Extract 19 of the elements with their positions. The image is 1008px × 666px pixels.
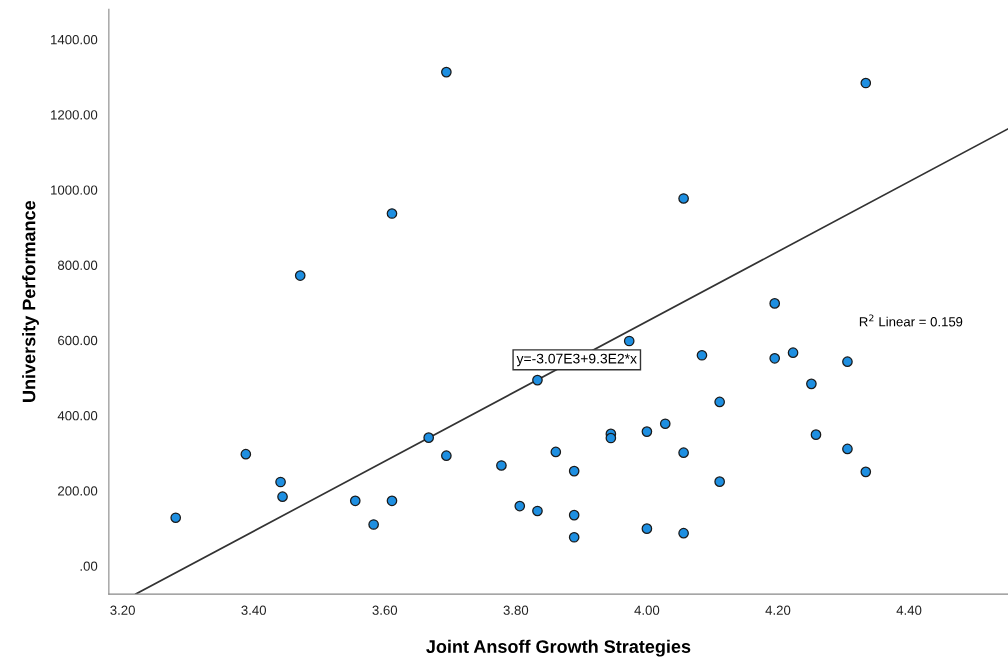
y-tick-label: 1000.00 bbox=[51, 185, 98, 195]
x-axis-title: Joint Ansoff Growth Strategies bbox=[426, 639, 691, 657]
x-tick-label: 4.40 bbox=[896, 605, 922, 615]
x-tick-label: 3.60 bbox=[372, 605, 398, 615]
x-tick-label: 4.00 bbox=[634, 605, 660, 615]
x-tick-label: 3.40 bbox=[241, 605, 267, 615]
y-tick-label: 200.00 bbox=[58, 486, 98, 496]
y-tick-label: 600.00 bbox=[58, 335, 98, 346]
x-tick-label: 3.20 bbox=[110, 605, 135, 615]
annotation: R$^{2}$ Linear = 0.159 bbox=[859, 314, 963, 327]
y-tick-label: 800.00 bbox=[57, 260, 98, 270]
y-tick-label: 1200.00 bbox=[51, 110, 98, 120]
y-axis-title: University Performance bbox=[22, 200, 39, 402]
x-tick-label: 4.20 bbox=[765, 605, 791, 615]
y-tick-label: 1400.00 bbox=[51, 34, 98, 45]
y-tick-label: .00 bbox=[80, 561, 98, 571]
y-tick-label: 400.00 bbox=[57, 411, 98, 421]
x-tick-label: 3.80 bbox=[503, 605, 529, 615]
annotation: y=-3.07E3+9.3E2*x bbox=[516, 353, 637, 367]
